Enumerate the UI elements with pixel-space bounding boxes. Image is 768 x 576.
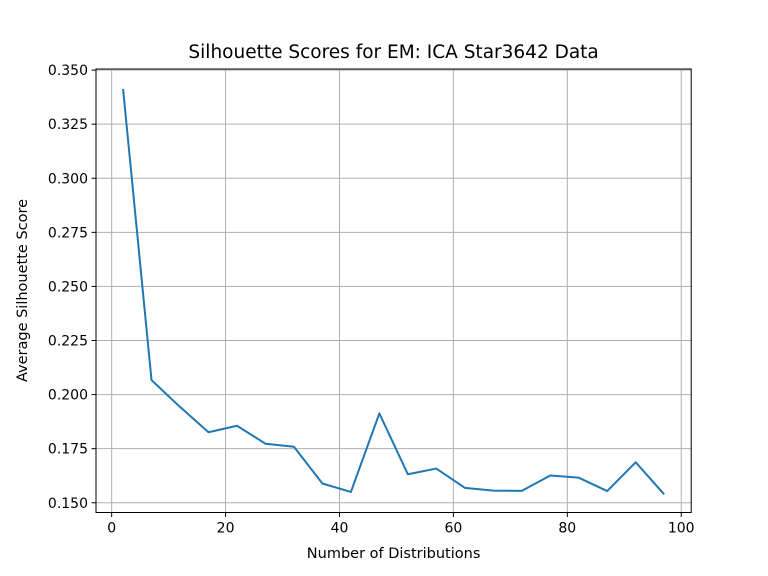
x-tick-label: 60 bbox=[444, 521, 462, 537]
y-tick-label: 0.300 bbox=[48, 171, 88, 187]
grid-lines bbox=[96, 69, 692, 513]
y-tick-label: 0.150 bbox=[48, 496, 88, 512]
y-tick-label: 0.225 bbox=[48, 334, 88, 350]
x-tick-label: 100 bbox=[668, 521, 695, 537]
series-line bbox=[122, 88, 665, 495]
y-tick-label: 0.350 bbox=[48, 63, 88, 79]
x-tick-label: 0 bbox=[107, 521, 116, 537]
y-tick-label: 0.200 bbox=[48, 388, 88, 404]
axis-ticks: 0 20 40 60 80 100 0.150 0.175 0.200 0.225 0.250 0.2… bbox=[48, 63, 695, 536]
plot-area-frame bbox=[95, 68, 692, 513]
x-tick-label: 20 bbox=[217, 521, 235, 537]
x-tick-label: 80 bbox=[558, 521, 576, 537]
y-tick-label: 0.175 bbox=[48, 442, 88, 458]
chart-title: Silhouette Scores for EM: ICA Star3642 D… bbox=[188, 42, 598, 63]
x-axis-label: Number of Distributions bbox=[307, 546, 481, 562]
y-tick-label: 0.325 bbox=[48, 117, 88, 133]
y-tick-label: 0.275 bbox=[48, 225, 88, 241]
series-layer bbox=[122, 88, 665, 495]
y-axis-label: Average Silhouette Score bbox=[15, 199, 31, 382]
y-tick-label: 0.250 bbox=[48, 279, 88, 295]
x-tick-label: 40 bbox=[331, 521, 349, 537]
